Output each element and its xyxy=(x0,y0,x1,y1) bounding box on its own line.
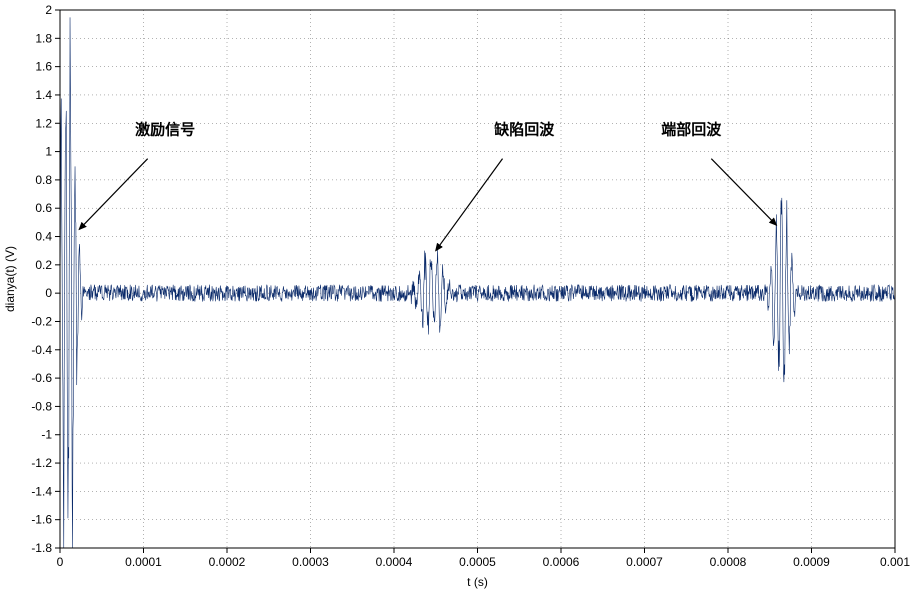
annotation-label-end-echo: 端部回波 xyxy=(661,121,722,139)
annotation-arrow-excitation xyxy=(79,159,147,230)
y-tick-label: 1.8 xyxy=(35,31,52,45)
y-tick-label: 0.8 xyxy=(35,173,52,187)
x-tick-label: 0.0002 xyxy=(209,555,246,569)
y-tick-label: -1 xyxy=(41,428,52,442)
x-tick-label: 0.0007 xyxy=(626,555,663,569)
annotation-arrow-end-echo xyxy=(711,159,776,226)
y-tick-label: 2 xyxy=(45,3,52,17)
x-tick-label: 0 xyxy=(57,555,64,569)
chart-container: 0 0.0001 0.0002 0.0003 0.0004 0.0005 0.0006 0.0… xyxy=(0,0,915,598)
x-tick-label: 0.0006 xyxy=(543,555,580,569)
y-tick-label: -1.6 xyxy=(31,513,52,527)
x-tick-label: 0.0008 xyxy=(710,555,747,569)
y-tick-label: 1.4 xyxy=(35,88,52,102)
y-tick-label: 0.6 xyxy=(35,201,52,215)
x-tick-label: 0.0003 xyxy=(292,555,329,569)
x-tick-label: 0.0001 xyxy=(125,555,162,569)
x-tick-label: 0.0005 xyxy=(459,555,496,569)
signal-chart: 0 0.0001 0.0002 0.0003 0.0004 0.0005 0.0006 0.0… xyxy=(0,0,915,598)
annotation-label-excitation: 激励信号 xyxy=(135,121,195,139)
y-tick-label: -0.4 xyxy=(31,343,52,357)
x-tick-label: 0.0009 xyxy=(793,555,830,569)
x-tick-label: 0.0004 xyxy=(376,555,413,569)
y-tick-label: 1.2 xyxy=(35,116,52,130)
y-tick-label: 0.2 xyxy=(35,258,52,272)
x-tick-label: 0.001 xyxy=(880,555,910,569)
x-axis-label: t (s) xyxy=(467,575,488,589)
y-tick-label: -1.2 xyxy=(31,456,52,470)
annotation-label-defect-echo: 缺陷回波 xyxy=(493,121,555,139)
y-tick-label: 1.6 xyxy=(35,60,52,74)
y-tick-label: -1.8 xyxy=(31,541,52,555)
y-tick-label: -0.8 xyxy=(31,399,52,413)
y-tick-label: -0.6 xyxy=(31,371,52,385)
annotation-arrow-defect-echo xyxy=(436,159,503,251)
y-tick-label: -0.2 xyxy=(31,314,52,328)
y-tick-label: -1.4 xyxy=(31,484,52,498)
y-tick-label: 1 xyxy=(45,145,52,159)
y-axis-label: dianya(t) (V) xyxy=(3,246,17,312)
y-tick-label: 0 xyxy=(45,286,52,300)
y-tick-label: 0.4 xyxy=(35,230,52,244)
